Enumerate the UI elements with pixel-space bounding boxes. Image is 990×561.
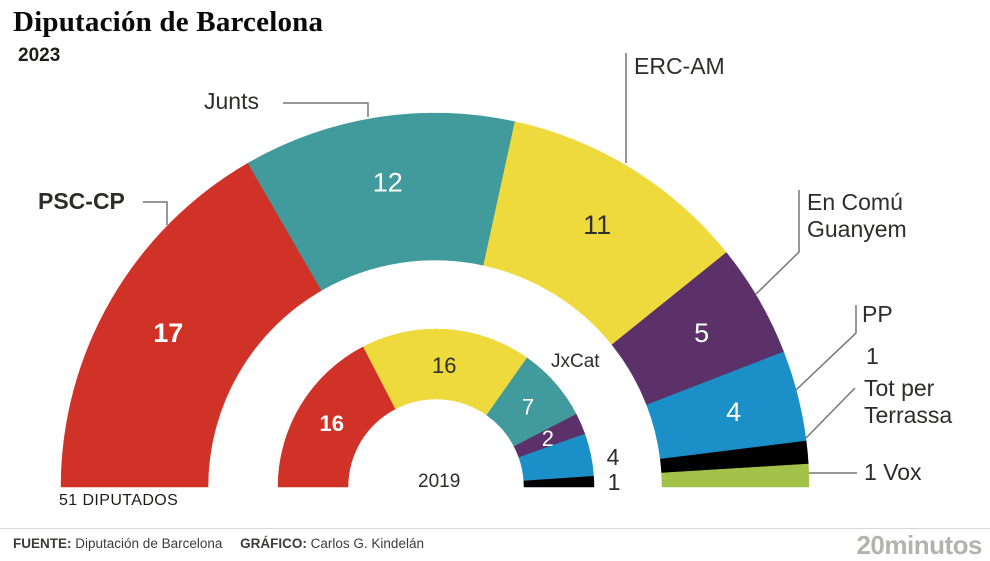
callout-junts: Junts: [204, 88, 259, 114]
segment-2023-Junts: [247, 112, 516, 291]
vox-label: Vox: [883, 459, 922, 485]
source-value: Diputación de Barcelona: [75, 536, 223, 551]
chart-year: 2023: [18, 45, 61, 66]
segment-value-outside: 4: [607, 444, 620, 470]
segment-value: 11: [583, 210, 611, 240]
segment-value: 17: [153, 318, 183, 348]
label-jxcat: JxCat: [551, 351, 600, 372]
callout-tot-per-terrassa-seats: 1: [866, 343, 879, 369]
segment-value: 7: [522, 394, 534, 419]
segment-value: 16: [432, 353, 456, 378]
segment-value: 16: [320, 411, 344, 436]
callout-erc-am: ERC-AM: [634, 53, 725, 79]
source-label: FUENTE:: [13, 536, 72, 551]
segment-value: 4: [726, 397, 741, 427]
callout-psc-cp: PSC-CP: [38, 188, 125, 214]
vox-seats: 1: [864, 459, 877, 485]
footer-divider: [0, 528, 990, 529]
callout-pp: PP: [862, 301, 893, 327]
segment-2023-PSC-CP: [60, 162, 322, 488]
segment-value-outside: 1: [608, 469, 621, 495]
callout-vox: 1 Vox: [864, 459, 922, 486]
segment-value: 12: [373, 168, 403, 198]
segment-2023-Vox: [661, 463, 810, 488]
segment-value: 5: [694, 318, 709, 348]
connector-junts: [283, 102, 369, 117]
segment-2019-5: [523, 475, 595, 488]
connector-en-comu-guanyem: [755, 190, 800, 295]
credit-label: GRÁFICO:: [240, 536, 307, 551]
chart-title: Diputación de Barcelona: [13, 6, 324, 38]
connector-tot-per-terrassa: [805, 387, 856, 439]
callout-tot-per-terrassa: Tot per Terrassa: [864, 375, 953, 428]
total-seats-label: 51 DIPUTADOS: [59, 492, 179, 509]
segment-value: 2: [542, 426, 554, 451]
footer-credits: FUENTE: Diputación de Barcelona GRÁFICO:…: [13, 536, 424, 551]
connector-pp: [795, 305, 857, 391]
callout-en-comu-guanyem: En Comú Guanyem: [807, 189, 907, 242]
brand-logo: 20minutos: [856, 530, 982, 560]
connector-psc-cp: [143, 201, 168, 225]
credit-value: Carlos G. Kindelán: [310, 536, 424, 551]
label-inner-year: 2019: [418, 471, 461, 492]
